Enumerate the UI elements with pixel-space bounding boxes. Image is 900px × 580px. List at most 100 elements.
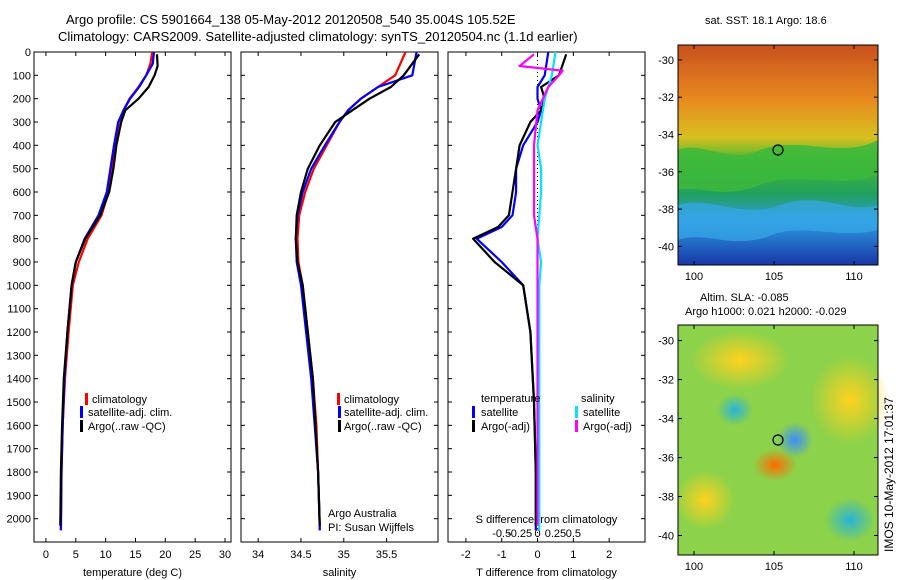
y-tick-label: 1100 <box>7 304 31 316</box>
temperature-legend: climatology satellite-adj. clim. Argo(..… <box>80 393 172 433</box>
y-tick-label: 700 <box>13 210 31 222</box>
argo-float-location-marker <box>772 144 784 156</box>
temperature-profile-panel: 0 5 10 15 20 25 30 temperature (deg C) 0 100 200 30… <box>7 47 232 579</box>
legend-swatch-s-satellite <box>575 406 578 418</box>
legend-swatch-satellite <box>80 406 83 418</box>
lat-tick-label: -40 <box>658 531 674 543</box>
salinity-diff-tick-label: 0.25 <box>545 528 566 540</box>
lat-tick-label: -36 <box>658 167 674 179</box>
x-axis-label: T difference from climatology <box>476 567 617 579</box>
legend-label-s-satellite: satellite <box>583 407 620 419</box>
sla-map-high-anomaly <box>810 355 890 445</box>
legend-label-argo: Argo(..raw -QC) <box>344 421 422 433</box>
legend-swatch-satellite <box>338 406 341 418</box>
lon-tick-label: 105 <box>765 271 783 283</box>
difference-profile-panel: -2 -1 0 1 2 T difference from climatology -0.5… <box>447 51 646 579</box>
x-tick-label: 20 <box>159 549 171 561</box>
lat-tick-label: -34 <box>658 129 674 141</box>
generation-timestamp: IMOS 10-May-2012 17:01:37 <box>882 397 896 552</box>
salinity-legend: climatology satellite-adj. clim. Argo(..… <box>337 393 428 433</box>
figure-title-line1: Argo profile: CS 5901664_138 05-May-2012… <box>66 12 516 27</box>
legend-label-satellite: satellite-adj. clim. <box>88 407 172 419</box>
legend-swatch-s-argo <box>575 420 578 432</box>
y-tick-label: 2000 <box>7 514 31 526</box>
legend-swatch-argo <box>338 420 341 432</box>
series-line-argo-raw-qc- <box>59 54 159 526</box>
x-tick-label: -1 <box>497 549 507 561</box>
figure-title-line2: Climatology: CARS2009. Satellite-adjuste… <box>58 29 578 44</box>
legend-label-t-satellite: satellite <box>481 407 518 419</box>
lat-tick-label: -30 <box>658 55 674 67</box>
legend-header-temperature: temperature <box>481 393 540 405</box>
x-axis-label: salinity <box>323 567 357 579</box>
lat-tick-label: -40 <box>658 241 674 253</box>
salinity-profile-panel: 34 34.5 35 35.5 salinity <box>240 51 439 579</box>
x-tick-label: 2 <box>606 549 612 561</box>
legend-label-climatology: climatology <box>344 394 400 406</box>
y-tick-label: 1700 <box>7 444 31 456</box>
sst-map-panel <box>677 44 879 266</box>
legend-label-t-argo: Argo(-adj) <box>481 421 530 433</box>
lon-tick-label: 110 <box>845 561 863 573</box>
plot-area <box>33 51 232 543</box>
lon-tick-label: 110 <box>845 271 863 283</box>
y-tick-label: 1300 <box>7 350 31 362</box>
x-tick-label: 0 <box>43 549 49 561</box>
y-tick-label: 400 <box>13 140 31 152</box>
x-tick-label: 35.5 <box>376 549 397 561</box>
lat-tick-label: -38 <box>658 204 674 216</box>
sla-map-axes: -30 -32 -34 -36 -38 -40 100 105 110 <box>658 325 878 573</box>
y-tick-label: 1000 <box>7 280 31 292</box>
salinity-diff-tick-label: -0.25 <box>507 528 532 540</box>
sla-map-high-anomaly <box>675 470 735 530</box>
legend-swatch-t-argo <box>472 420 475 432</box>
series-line-satellite-adj-clim- <box>294 51 418 531</box>
sla-map-frame <box>677 324 879 556</box>
legend-swatch-t-satellite <box>472 406 475 418</box>
lon-tick-label: 100 <box>685 271 703 283</box>
salinity-diff-tick-label: 0 <box>534 528 540 540</box>
x-tick-label: 5 <box>73 549 79 561</box>
y-tick-label: 1500 <box>7 397 31 409</box>
sla-map-high-anomaly <box>690 330 790 390</box>
sst-map-front <box>678 140 878 192</box>
y-tick-label: 1600 <box>7 420 31 432</box>
sla-map-panel <box>675 324 890 556</box>
credit-line1: Argo Australia <box>328 508 397 520</box>
legend-swatch-argo <box>80 420 83 432</box>
legend-header-salinity: salinity <box>581 393 615 405</box>
legend-label-satellite: satellite-adj. clim. <box>344 407 428 419</box>
x-tick-label: 15 <box>129 549 141 561</box>
y-tick-label: 800 <box>13 234 31 246</box>
x-axis-label: temperature (deg C) <box>83 567 182 579</box>
lat-tick-label: -32 <box>658 375 674 387</box>
lon-tick-label: 105 <box>765 561 783 573</box>
sst-map-cool-band <box>678 200 878 242</box>
y-tick-label: 1800 <box>7 467 31 479</box>
x-tick-label: 30 <box>219 549 231 561</box>
difference-legend: temperature salinity satellite Argo(-adj… <box>472 393 632 433</box>
sst-map-axes: -30 -32 -34 -36 -38 -40 100 105 110 <box>658 45 878 283</box>
y-tick-label: 0 <box>25 47 31 59</box>
y-tick-label: 600 <box>13 187 31 199</box>
salinity-diff-tick-label: -0.5 <box>492 528 511 540</box>
legend-swatch-climatology <box>337 393 340 405</box>
plot-area <box>447 51 646 543</box>
y-tick-label: 300 <box>13 117 31 129</box>
x-tick-label: 34 <box>252 549 264 561</box>
sla-map-low-anomaly <box>825 498 875 542</box>
sst-map-title: sat. SST: 18.1 Argo: 18.6 <box>705 15 827 27</box>
legend-swatch-climatology <box>85 393 88 405</box>
x-tick-label: 1 <box>570 549 576 561</box>
series-line-salinity-argo-adj- <box>518 53 564 526</box>
legend-label-s-argo: Argo(-adj) <box>583 421 632 433</box>
lat-tick-label: -30 <box>658 336 674 348</box>
lat-tick-label: -36 <box>658 453 674 465</box>
lon-tick-label: 100 <box>685 561 703 573</box>
salinity-diff-axis-label: S difference from climatology <box>476 514 618 526</box>
plot-area <box>240 51 439 543</box>
x-tick-label: 10 <box>100 549 112 561</box>
x-tick-label: 35 <box>338 549 350 561</box>
sla-map-high-anomaly <box>753 449 797 481</box>
